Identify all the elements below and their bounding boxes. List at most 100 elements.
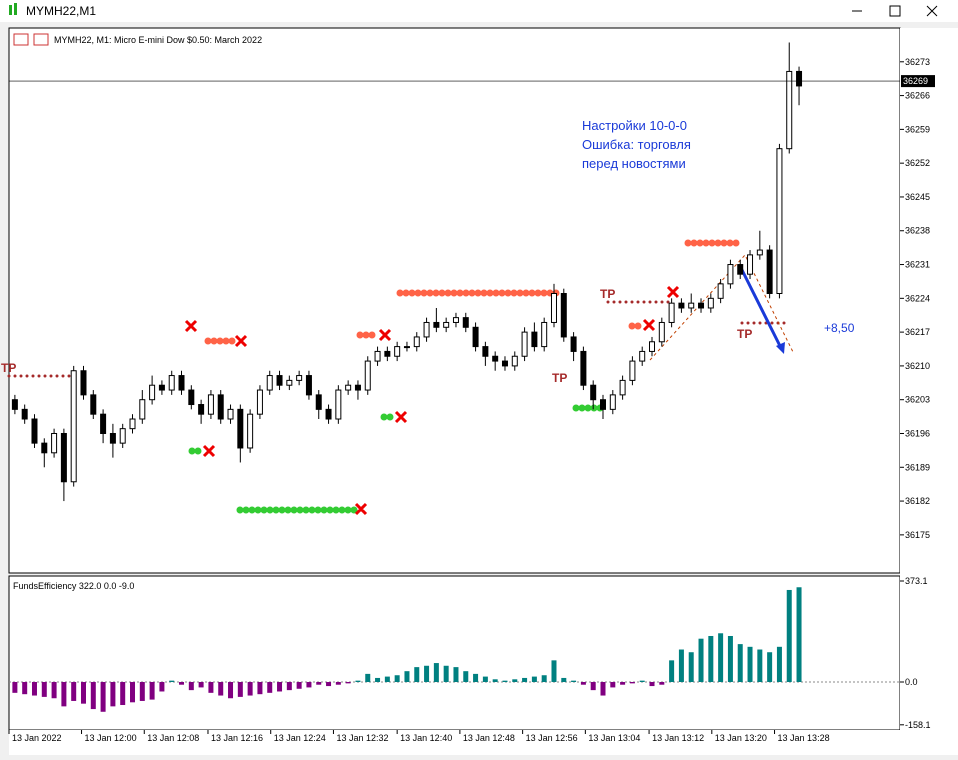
histogram-bar: [257, 682, 263, 695]
bid-box: [901, 75, 935, 88]
y-tick-label: 36189: [905, 462, 930, 472]
histogram-bar: [41, 682, 47, 697]
histogram-bar: [551, 660, 557, 683]
y-tick-label: 36252: [905, 158, 930, 168]
candle-body: [452, 317, 459, 323]
candle-body: [462, 317, 469, 328]
window-title: MYMH22,M1: [26, 4, 96, 18]
candle-body: [609, 394, 616, 410]
candle-body: [21, 408, 28, 420]
candle-body: [149, 384, 156, 401]
histogram-bar: [727, 635, 733, 683]
histogram-bar: [424, 665, 430, 683]
histogram-bar: [610, 682, 616, 688]
candle-body: [796, 70, 803, 87]
note: перед новостями: [582, 156, 686, 171]
price-axis: [900, 28, 958, 730]
candle-body: [560, 293, 567, 338]
candle-body: [707, 297, 714, 309]
histogram-bar: [267, 682, 273, 693]
arrow: [738, 265, 784, 351]
candle-body: [668, 302, 675, 323]
histogram-bar: [678, 649, 684, 683]
histogram-bar: [355, 680, 361, 683]
histogram-bar: [159, 682, 165, 692]
histogram-bar: [776, 646, 782, 683]
candle-body: [501, 360, 508, 367]
y-tick-label: 36196: [905, 428, 930, 438]
candle-body: [521, 331, 528, 357]
histogram-bar: [149, 682, 155, 700]
candle-body: [41, 442, 48, 454]
indicator-panel: [8, 575, 901, 731]
candle-body: [296, 375, 303, 381]
histogram-bar: [659, 682, 665, 685]
candle-body: [207, 394, 214, 415]
candle-body: [70, 370, 77, 483]
histogram-bar: [786, 589, 792, 683]
candle-body: [90, 394, 97, 415]
histogram-bar: [404, 671, 410, 683]
indicator-tick-label: 373.1: [905, 576, 928, 586]
candle-body: [217, 394, 224, 420]
y-tick-label: 36182: [905, 496, 930, 506]
signals: [7, 239, 794, 516]
histogram-bar: [296, 682, 302, 689]
icon: [9, 5, 12, 15]
histogram-bar: [120, 682, 126, 706]
candle-body: [423, 321, 430, 338]
candle-body: [109, 432, 116, 444]
chart-title: MYMH22, M1: Micro E-mini Dow $0.50: Marc…: [54, 35, 262, 45]
candle-body: [600, 399, 606, 410]
histogram-bar: [649, 682, 655, 687]
histogram-bar: [522, 677, 528, 683]
candle-body: [550, 293, 557, 323]
candle-body: [364, 360, 371, 391]
candle-body: [198, 404, 205, 415]
histogram-bar: [414, 667, 420, 683]
candle-body: [286, 379, 293, 386]
histogram-bar: [12, 682, 18, 693]
candle-body: [384, 350, 391, 357]
histogram-bar: [218, 682, 224, 696]
candle-body: [129, 418, 136, 430]
y-tick-label: 36266: [905, 91, 930, 101]
close[interactable]: [926, 5, 938, 17]
candle-body: [472, 326, 479, 348]
histogram-bar: [531, 676, 537, 683]
candle-body: [747, 254, 754, 275]
indicator-tick-label: 0.0: [905, 677, 918, 687]
histogram-bar: [345, 682, 351, 684]
histogram-bar: [237, 682, 243, 697]
candle-body: [119, 428, 126, 444]
candle-body: [688, 302, 695, 309]
histogram-bar: [473, 673, 479, 683]
x-tick-label: 13 Jan 12:16: [211, 733, 263, 743]
candle-body: [227, 408, 234, 420]
y-tick-label: 36203: [905, 395, 930, 405]
y-tick-label: 36245: [905, 192, 930, 202]
histogram-bar: [590, 682, 596, 691]
histogram-bar: [208, 682, 214, 693]
candle-body: [247, 413, 254, 449]
maximize[interactable]: [889, 5, 901, 17]
histogram-bar: [198, 682, 204, 688]
x-tick-label: 13 Jan 12:48: [463, 733, 515, 743]
candle-body: [678, 302, 685, 309]
exit-cross: [184, 285, 680, 516]
x-tick-label: 13 Jan 12:08: [147, 733, 199, 743]
candle-body: [413, 336, 420, 348]
histogram-bar: [688, 652, 694, 683]
y-tick-label: 36210: [905, 361, 930, 371]
histogram-bar: [22, 682, 28, 695]
candle-body: [482, 346, 489, 357]
histogram-bar: [326, 682, 332, 687]
histogram-bar: [100, 682, 106, 712]
x-tick-label: 13 Jan 2022: [12, 733, 62, 743]
histogram-bar: [316, 682, 322, 685]
bid-label: 36269: [903, 76, 928, 86]
candle-body: [394, 346, 401, 357]
candle-body: [629, 360, 636, 381]
histogram-bar: [639, 680, 645, 683]
